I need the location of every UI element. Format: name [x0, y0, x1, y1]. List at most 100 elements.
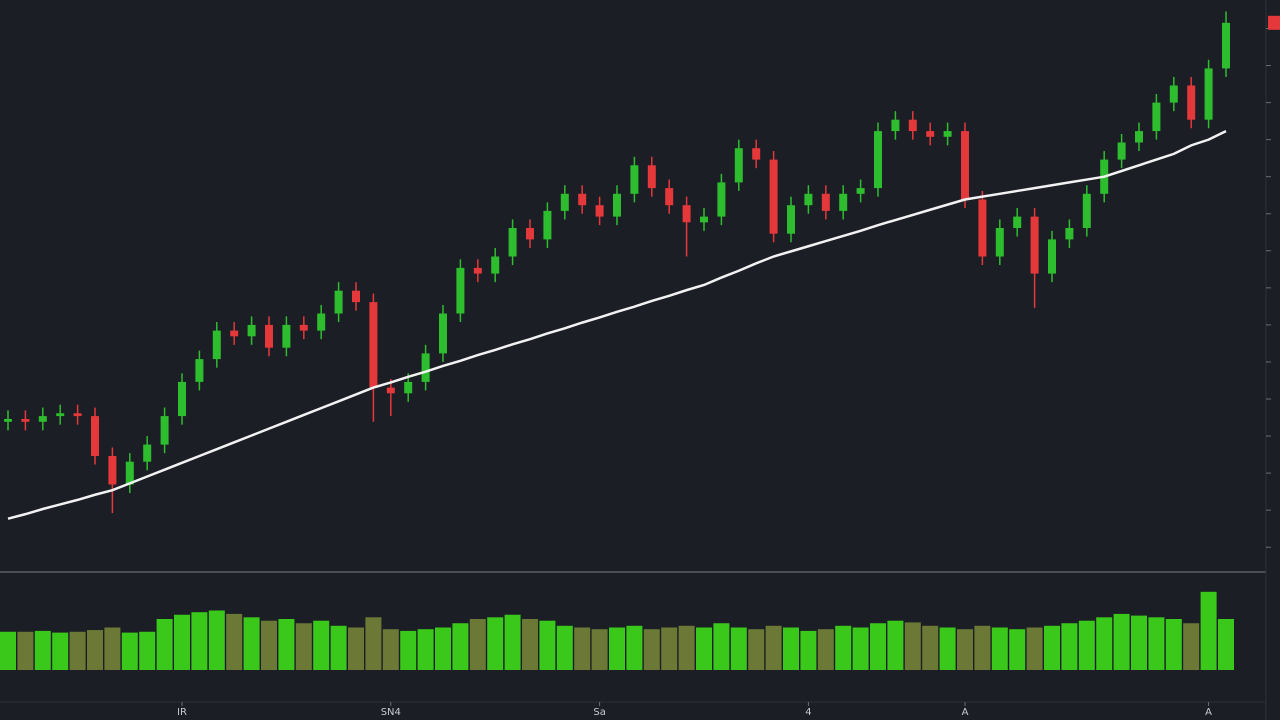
candle-body [595, 205, 604, 217]
volume-bar [817, 629, 834, 670]
candle-body [1187, 85, 1196, 120]
candle-body [821, 193, 830, 211]
volume-bar [1044, 625, 1060, 670]
candle-body [1065, 228, 1074, 240]
volume-bar [208, 610, 225, 670]
candle-body [630, 165, 639, 194]
volume-bar [34, 630, 51, 670]
volume-bar [904, 622, 921, 670]
candle-body [578, 193, 587, 206]
candle-body [665, 188, 674, 206]
candle-body [1169, 85, 1178, 103]
last-price-tag [1268, 15, 1280, 30]
volume-bar [1200, 591, 1217, 670]
volume-bar [574, 627, 591, 670]
candle-body [386, 387, 395, 394]
volume-bar [556, 625, 573, 670]
candle-body [995, 228, 1004, 257]
candle-body [839, 193, 848, 211]
volume-bar [974, 625, 991, 670]
volume-bar [1218, 619, 1234, 670]
candle-body [247, 324, 256, 337]
candle-body [230, 330, 239, 337]
candle-body [613, 193, 621, 217]
volume-bar [17, 631, 34, 670]
candle-body [38, 416, 47, 422]
volume-bar [261, 620, 277, 670]
volume-bar [69, 631, 86, 670]
volume-bar [870, 623, 886, 670]
volume-bar [452, 623, 469, 670]
candle-body [647, 165, 656, 189]
candle-body [456, 267, 465, 314]
candle-body [160, 416, 169, 445]
candle-body [961, 131, 969, 200]
candle-body [21, 418, 30, 422]
candle-body [4, 418, 12, 422]
x-tick-label: IR [177, 707, 187, 718]
volume-bar [1113, 613, 1130, 670]
volume-bar [991, 627, 1008, 670]
candle-body [508, 228, 517, 257]
volume-bar [678, 625, 695, 670]
candle-body [543, 210, 552, 240]
volume-bar [139, 631, 156, 670]
candle-body [439, 313, 447, 354]
moving-average [7, 129, 1227, 520]
volume-bar [800, 630, 817, 670]
candle-body [1048, 239, 1056, 274]
candle-body [804, 193, 813, 206]
candle-body [734, 148, 743, 183]
volume-bar [435, 627, 451, 670]
volume-bar [1061, 623, 1078, 670]
candle-body [178, 381, 186, 417]
candle-body [769, 159, 778, 234]
volume-bar [295, 623, 312, 670]
candle-body [717, 182, 726, 217]
volume-bar [191, 612, 208, 670]
candle-body [1082, 193, 1091, 228]
candle-body [212, 330, 221, 360]
volume-bar [87, 630, 103, 670]
candle-body [943, 131, 952, 137]
volume-bar [609, 627, 625, 670]
volume-bar [1148, 617, 1165, 670]
candle-body [491, 256, 500, 274]
volume-bar [226, 613, 243, 670]
candle-body [404, 381, 413, 394]
candle-body [560, 193, 569, 211]
candle-body [856, 188, 865, 194]
volume-bar [0, 631, 16, 670]
candle-body [1204, 68, 1213, 120]
volume-bar [626, 625, 643, 670]
volume-bar [748, 629, 765, 670]
volume-bar [1131, 615, 1147, 670]
volume-bar [1165, 619, 1182, 670]
candle-body [91, 416, 99, 456]
volume-bar [835, 625, 852, 670]
x-tick-label: Sa [593, 707, 605, 718]
candle-body [299, 324, 308, 331]
volume-bar [922, 625, 939, 670]
candle-body [1152, 102, 1161, 132]
candle-body [143, 444, 152, 462]
candle-body [125, 461, 134, 485]
candle-body [352, 290, 360, 303]
volume-bar [591, 629, 608, 670]
volume-bar [156, 619, 173, 670]
candle-body [1030, 216, 1039, 274]
volume-bar [887, 620, 904, 670]
candle-body [334, 290, 343, 314]
volume-bar [504, 614, 521, 670]
volume-bar [730, 627, 747, 670]
candle-body [752, 148, 761, 160]
volume-bar [121, 632, 138, 670]
candle-body [421, 353, 430, 382]
volume-bar [52, 632, 69, 670]
candle-body [195, 359, 204, 382]
volume-bar [330, 625, 347, 670]
candle-body [682, 205, 691, 223]
volume-bar [1009, 629, 1026, 670]
